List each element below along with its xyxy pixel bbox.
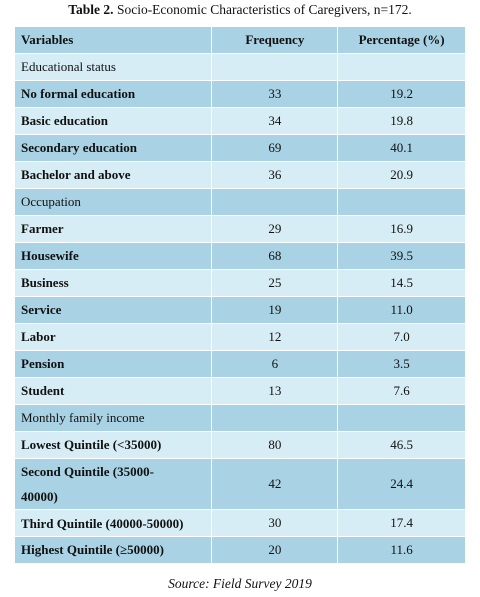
table-title: Table 2. Socio-Economic Characteristics …	[0, 2, 480, 18]
row-label: Business	[13, 269, 213, 297]
table: Variables Frequency Percentage (%) Educa…	[13, 26, 466, 564]
frequency-cell: 29	[211, 215, 339, 243]
frequency-cell	[211, 188, 339, 216]
section-row: Educational status	[13, 53, 466, 81]
table-label: Table 2.	[68, 2, 114, 17]
row-label: Student	[13, 377, 213, 405]
data-row: Business 25 14.5	[13, 269, 466, 297]
row-label: No formal education	[13, 80, 213, 108]
row-label: Farmer	[13, 215, 213, 243]
row-label: Service	[13, 296, 213, 324]
percentage-cell: 39.5	[337, 242, 466, 270]
percentage-cell: 24.4	[337, 458, 466, 510]
percentage-cell: 19.8	[337, 107, 466, 135]
percentage-cell: 7.0	[337, 323, 466, 351]
frequency-cell	[211, 53, 339, 81]
source-note: Source: Field Survey 2019	[168, 576, 312, 591]
percentage-cell: 40.1	[337, 134, 466, 162]
header-row: Variables Frequency Percentage (%)	[13, 26, 466, 54]
section-label: Educational status	[13, 53, 213, 81]
data-row: No formal education 33 19.2	[13, 80, 466, 108]
row-label: Basic education	[13, 107, 213, 135]
percentage-cell: 17.4	[337, 509, 466, 537]
percentage-cell: 16.9	[337, 215, 466, 243]
row-label: Secondary education	[13, 134, 213, 162]
frequency-cell: 19	[211, 296, 339, 324]
data-row: Farmer 29 16.9	[13, 215, 466, 243]
frequency-cell: 6	[211, 350, 339, 378]
row-label: Third Quintile (40000-50000)	[13, 509, 213, 537]
row-label: Labor	[13, 323, 213, 351]
frequency-cell: 13	[211, 377, 339, 405]
data-row: Housewife 68 39.5	[13, 242, 466, 270]
percentage-cell: 7.6	[337, 377, 466, 405]
data-row: Bachelor and above 36 20.9	[13, 161, 466, 189]
data-row: Basic education 34 19.8	[13, 107, 466, 135]
percentage-cell: 20.9	[337, 161, 466, 189]
data-row: Highest Quintile (≥50000) 20 11.6	[13, 536, 466, 564]
row-label: Second Quintile (35000-40000)	[13, 458, 213, 510]
data-row: Student 13 7.6	[13, 377, 466, 405]
frequency-cell: 25	[211, 269, 339, 297]
percentage-cell: 11.0	[337, 296, 466, 324]
section-label: Monthly family income	[13, 404, 213, 432]
title-text: Socio-Economic Characteristics of Caregi…	[116, 2, 412, 17]
data-row: Secondary education 69 40.1	[13, 134, 466, 162]
frequency-cell	[211, 404, 339, 432]
frequency-cell: 68	[211, 242, 339, 270]
frequency-cell: 20	[211, 536, 339, 564]
percentage-cell: 46.5	[337, 431, 466, 459]
row-label: Highest Quintile (≥50000)	[13, 536, 213, 564]
frequency-cell: 34	[211, 107, 339, 135]
percentage-cell: 14.5	[337, 269, 466, 297]
section-label: Occupation	[13, 188, 213, 216]
row-label: Lowest Quintile (<35000)	[13, 431, 213, 459]
frequency-cell: 42	[211, 458, 339, 510]
frequency-cell: 12	[211, 323, 339, 351]
header-cell: Percentage (%)	[337, 26, 466, 54]
data-row: Service 19 11.0	[13, 296, 466, 324]
frequency-cell: 33	[211, 80, 339, 108]
data-row: Labor 12 7.0	[13, 323, 466, 351]
percentage-cell	[337, 53, 466, 81]
frequency-cell: 80	[211, 431, 339, 459]
section-row: Occupation	[13, 188, 466, 216]
header-cell: Frequency	[211, 26, 339, 54]
percentage-cell: 3.5	[337, 350, 466, 378]
row-label: Housewife	[13, 242, 213, 270]
row-label: Pension	[13, 350, 213, 378]
frequency-cell: 36	[211, 161, 339, 189]
frequency-cell: 69	[211, 134, 339, 162]
frequency-cell: 30	[211, 509, 339, 537]
section-row: Monthly family income	[13, 404, 466, 432]
data-row: Second Quintile (35000-40000) 42 24.4	[13, 458, 466, 510]
percentage-cell: 19.2	[337, 80, 466, 108]
percentage-cell	[337, 404, 466, 432]
data-row: Third Quintile (40000-50000) 30 17.4	[13, 509, 466, 537]
table-body: Educational status No formal education 33 1…	[13, 53, 466, 564]
data-row: Lowest Quintile (<35000) 80 46.5	[13, 431, 466, 459]
header-cell: Variables	[13, 26, 213, 54]
data-row: Pension 6 3.5	[13, 350, 466, 378]
percentage-cell: 11.6	[337, 536, 466, 564]
row-label: Bachelor and above	[13, 161, 213, 189]
percentage-cell	[337, 188, 466, 216]
